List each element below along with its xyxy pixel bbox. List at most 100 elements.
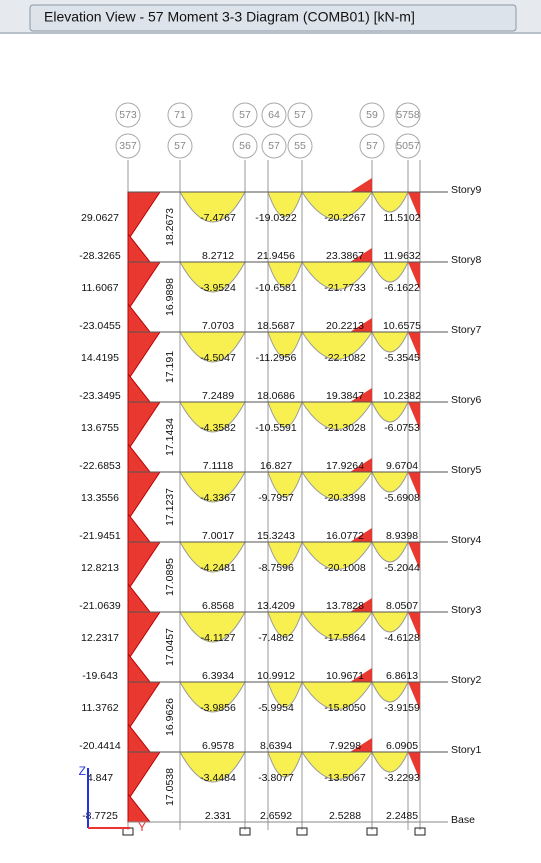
grid-bubble	[232, 102, 258, 128]
moment-red	[408, 682, 420, 710]
moment-red	[127, 722, 152, 753]
moment-value: 11.5102	[383, 212, 420, 224]
moment-value: 21.9456	[257, 250, 295, 262]
moment-value: -8.7725	[82, 810, 118, 822]
story-label: Story8	[451, 254, 482, 266]
moment-red	[127, 792, 152, 823]
moment-yellow	[371, 191, 409, 213]
moment-red	[127, 302, 152, 333]
grid-bubble-label: 71	[174, 109, 186, 121]
window-title: Elevation View - 57 Moment 3-3 Diagram (…	[44, 9, 415, 25]
grid-bubble	[395, 102, 421, 128]
moment-value: -4.6128	[384, 632, 420, 644]
grid-bubble-label: 357	[119, 140, 137, 152]
moment-yellow	[179, 471, 246, 503]
axis-z-label: Z	[79, 764, 86, 778]
moment-value: 7.2489	[202, 390, 234, 402]
moment-red	[127, 232, 152, 263]
moment-value: 16.827	[260, 460, 292, 472]
grid-bubble	[261, 133, 287, 159]
moment-yellow	[371, 611, 409, 633]
moment-value: -11.2956	[256, 352, 297, 364]
moment-value: -7.4862	[258, 632, 294, 644]
moment-yellow	[179, 331, 246, 363]
grid-bubble	[287, 133, 313, 159]
moment-value: -13.5067	[324, 772, 366, 784]
moment-value: 10.6575	[383, 320, 421, 332]
moment-value: 2.331	[205, 810, 231, 822]
moment-yellow	[179, 261, 246, 293]
grid-bubble	[359, 102, 385, 128]
moment-value: -21.3028	[324, 422, 366, 434]
moment-yellow	[371, 681, 409, 703]
moment-value: 2.5288	[329, 810, 361, 822]
moment-value: 18.5687	[257, 320, 295, 332]
moment-value: 7.9298	[329, 740, 361, 752]
grid-bubble	[167, 133, 193, 159]
moment-value: -3.9856	[200, 702, 236, 714]
moment-red	[408, 192, 420, 220]
moment-value: 2.2485	[386, 810, 418, 822]
moment-value: 13.6755	[81, 422, 119, 434]
grid-bubble-label: 57	[174, 140, 186, 152]
moment-value: 6.3934	[202, 670, 234, 682]
grid-bubble-label: 5758	[396, 109, 420, 121]
moment-red	[127, 541, 161, 592]
moment-value: -9.7957	[258, 492, 294, 504]
moment-value: -20.3398	[324, 492, 366, 504]
moment-value: 29.0627	[81, 212, 119, 224]
moment-yellow	[179, 611, 246, 643]
moment-value: 8.9398	[386, 530, 418, 542]
moment-red	[350, 248, 372, 262]
moment-value: -5.6908	[384, 492, 420, 504]
moment-yellow	[267, 191, 303, 218]
moment-red	[350, 738, 372, 752]
moment-value: -4.3367	[200, 492, 236, 504]
support	[296, 827, 308, 836]
moment-red	[350, 388, 372, 402]
moment-value: -23.0455	[79, 320, 121, 332]
moment-value-vertical: 17.1434	[164, 418, 176, 456]
grid-bubble	[261, 102, 287, 128]
axis-y-label: Y	[138, 820, 146, 834]
grid-bubble-label: 64	[268, 109, 280, 121]
grid-bubble-label: 59	[366, 109, 378, 121]
moment-yellow	[179, 191, 246, 223]
moment-yellow	[267, 541, 303, 568]
moment-value: 9.6704	[386, 460, 418, 472]
moment-value-vertical: 17.191	[164, 351, 176, 383]
moment-red	[127, 372, 152, 403]
moment-yellow	[179, 681, 246, 713]
moment-value: 13.4209	[257, 600, 295, 612]
moment-value: -4.5047	[200, 352, 236, 364]
moment-yellow	[267, 261, 303, 288]
moment-value: 23.3867	[326, 250, 364, 262]
moment-value-vertical: 17.0895	[164, 558, 176, 596]
moment-value-vertical: 17.0538	[164, 768, 176, 806]
moment-red	[408, 752, 420, 780]
tab[interactable]	[29, 4, 517, 32]
moment-value: 15.3243	[257, 530, 295, 542]
moment-red	[127, 401, 161, 452]
moment-red	[350, 318, 372, 332]
moment-red	[127, 261, 161, 312]
moment-value: -3.9159	[384, 702, 420, 714]
moment-value: -3.4484	[200, 772, 236, 784]
moment-yellow	[301, 681, 373, 710]
moment-value: 11.3762	[81, 702, 118, 714]
moment-value: -6.1622	[384, 282, 420, 294]
grid-bubble-label: 5057	[396, 140, 420, 152]
grid-bubble-label: 55	[294, 140, 306, 152]
moment-value: 8.6394	[260, 740, 292, 752]
grid-bubble	[115, 102, 141, 128]
grid-bubble	[359, 133, 385, 159]
moment-yellow	[179, 751, 246, 783]
moment-value: 20.2213	[326, 320, 364, 332]
moment-value: -5.2044	[384, 562, 420, 574]
moment-value: -22.1082	[324, 352, 366, 364]
moment-value: 6.8568	[202, 600, 234, 612]
moment-yellow	[267, 331, 303, 358]
moment-value: -21.9451	[79, 530, 121, 542]
